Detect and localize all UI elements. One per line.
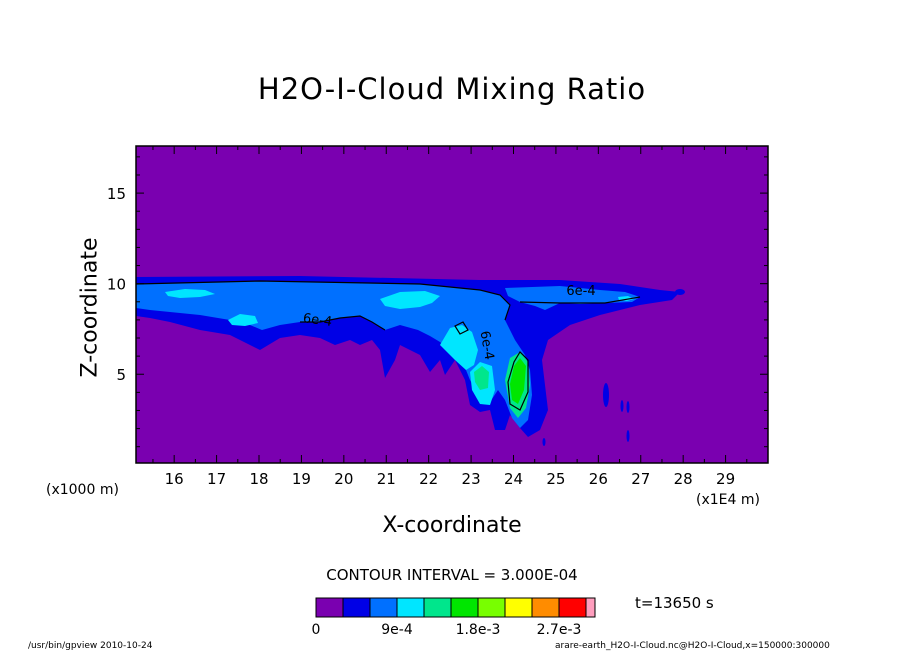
contour-line-column bbox=[454, 321, 529, 411]
x-axis-label: X-coordinate bbox=[382, 513, 522, 538]
contour-fill-cell-6 bbox=[675, 289, 685, 295]
colorbar-swatch bbox=[477, 597, 506, 618]
colorbar-swatch bbox=[423, 597, 452, 618]
colorbar-swatch bbox=[396, 597, 425, 618]
x-tick-label: 28 bbox=[674, 470, 693, 488]
colorbar-tick-label: 2.7e-3 bbox=[537, 622, 582, 638]
contour-fill-cell-5 bbox=[542, 438, 546, 446]
colorbar: 0 9e-4 1.8e-3 2.7e-3 bbox=[312, 597, 596, 638]
x-tick-label: 29 bbox=[716, 470, 735, 488]
y-axis-label: Z-coordinate bbox=[77, 237, 103, 378]
chart-title: H2O-I-Cloud Mixing Ratio bbox=[257, 72, 647, 106]
colorbar-tick-label: 1.8e-3 bbox=[456, 622, 501, 638]
contour-fill-cell-3 bbox=[626, 401, 630, 413]
contour-label: 6e-4 bbox=[302, 311, 333, 330]
contour-fill-cell-4 bbox=[626, 430, 630, 442]
footer-command: /usr/bin/gpview 2010-10-24 bbox=[28, 641, 153, 651]
x-tick-label: 16 bbox=[165, 470, 184, 488]
contour-fill-ice-max-west bbox=[165, 289, 215, 298]
x-tick-label: 21 bbox=[377, 470, 396, 488]
contour-fill-ice-max-center bbox=[380, 291, 440, 309]
y-axis-units: (x1000 m) bbox=[46, 482, 119, 498]
colorbar-swatch bbox=[585, 597, 596, 618]
colorbar-swatch bbox=[558, 597, 587, 618]
colorbar-swatch bbox=[450, 597, 479, 618]
colorbar-swatch bbox=[315, 597, 344, 618]
x-tick-label: 22 bbox=[419, 470, 438, 488]
contour-fill-cell-2 bbox=[620, 400, 624, 412]
contour-fill-column-peak bbox=[510, 358, 526, 404]
contour-interval-label: CONTOUR INTERVAL = 3.000E-04 bbox=[326, 566, 578, 584]
colorbar-swatch bbox=[369, 597, 398, 618]
colorbar-swatch bbox=[531, 597, 560, 618]
x-tick-label: 25 bbox=[546, 470, 565, 488]
time-label: t=13650 s bbox=[635, 594, 714, 612]
x-tick-label: 18 bbox=[249, 470, 268, 488]
colorbar-swatch bbox=[342, 597, 371, 618]
contour-fill-column-mid bbox=[440, 325, 478, 370]
x-tick-label: 24 bbox=[504, 470, 523, 488]
y-tick-label: 5 bbox=[116, 366, 126, 384]
x-tick-label: 17 bbox=[207, 470, 226, 488]
colorbar-tick-label: 0 bbox=[312, 622, 321, 638]
contour-fill-ice-max-south bbox=[228, 314, 258, 326]
plot-frame bbox=[135, 145, 769, 464]
contour-fill-column-teal-low bbox=[474, 366, 489, 390]
colorbar-swatch bbox=[504, 597, 533, 618]
contour-fill-cell-1 bbox=[603, 383, 609, 407]
axis-layer: 16 17 18 19 20 21 22 23 24 25 26 27 28 29 5 10 15 bbox=[107, 146, 769, 488]
x-tick-label: 26 bbox=[589, 470, 608, 488]
contour-label: 6e-4 bbox=[477, 330, 497, 361]
contour-line-6e-4 bbox=[135, 280, 641, 331]
colorbar-tick-label: 9e-4 bbox=[381, 622, 413, 638]
contour-fill-anvil-core-east bbox=[505, 286, 640, 310]
y-tick-label: 10 bbox=[107, 276, 126, 294]
footer-source: arare-earth_H2O-I-Cloud.nc@H2O-I-Cloud,x… bbox=[555, 641, 830, 651]
x-tick-label: 19 bbox=[292, 470, 311, 488]
x-tick-label: 27 bbox=[631, 470, 650, 488]
contour-label: 6e-4 bbox=[566, 284, 595, 299]
contour-label-layer: 6e-4 6e-4 6e-4 bbox=[302, 284, 596, 361]
x-axis-units: (x1E4 m) bbox=[696, 492, 760, 508]
y-tick-label: 15 bbox=[107, 185, 126, 203]
x-tick-label: 20 bbox=[334, 470, 353, 488]
x-tick-label: 23 bbox=[462, 470, 481, 488]
